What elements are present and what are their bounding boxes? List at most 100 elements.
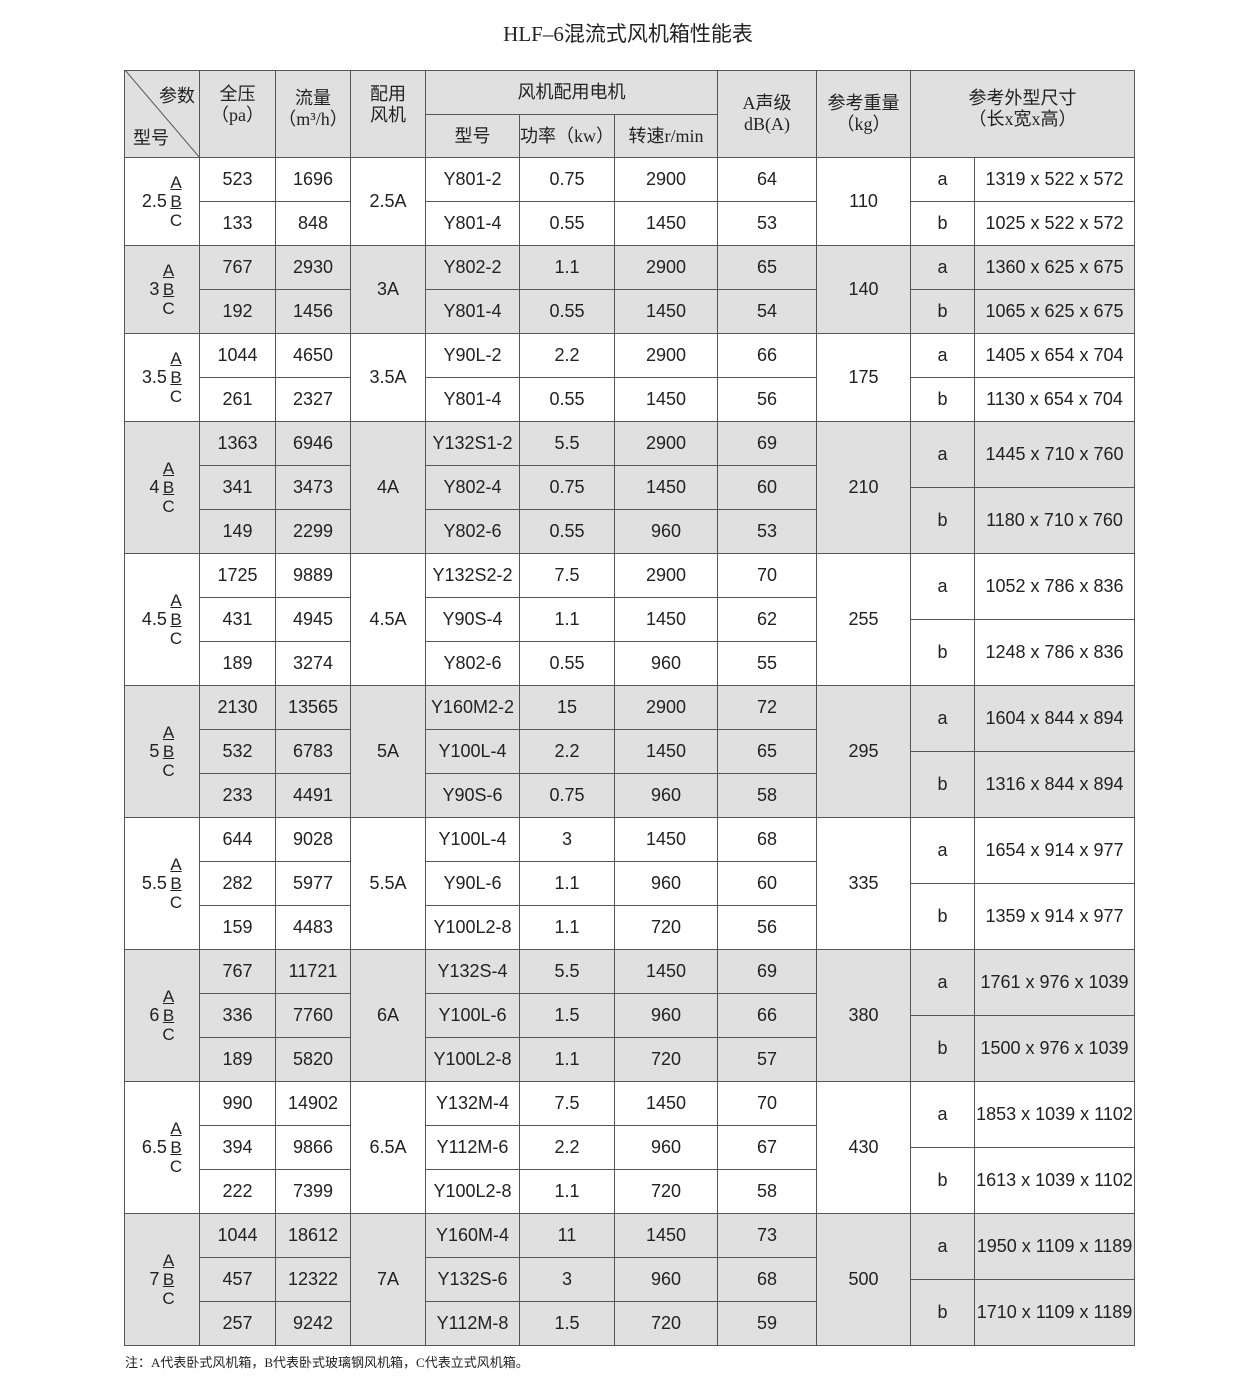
motor-model-cell: Y132S-4 [426, 950, 520, 994]
dims-variant-cell: a [911, 246, 975, 290]
header-motor-model: 型号 [426, 115, 520, 158]
header-weight: 参考重量 （kg） [817, 70, 911, 158]
weight-cell: 295 [817, 686, 911, 818]
pressure-cell: 644 [200, 818, 276, 862]
power-cell: 0.75 [520, 158, 615, 202]
dims-value-cell: 1180 x 710 x 760 [975, 488, 1135, 554]
power-cell: 5.5 [520, 950, 615, 994]
dims-value-cell: 1613 x 1039 x 1102 [975, 1148, 1135, 1214]
flow-cell: 2299 [276, 510, 351, 554]
dims-variant-cell: b [911, 1280, 975, 1346]
flow-cell: 12322 [276, 1258, 351, 1302]
pressure-cell: 222 [200, 1170, 276, 1214]
sound-cell: 66 [718, 334, 817, 378]
sound-cell: 68 [718, 818, 817, 862]
power-cell: 1.1 [520, 246, 615, 290]
pressure-cell: 192 [200, 290, 276, 334]
dims-variant-cell: b [911, 202, 975, 246]
diagonal-divider [125, 70, 200, 158]
sound-cell: 55 [718, 642, 817, 686]
power-cell: 1.1 [520, 862, 615, 906]
fan-cell: 5A [351, 686, 426, 818]
pressure-cell: 532 [200, 730, 276, 774]
speed-cell: 2900 [615, 422, 718, 466]
motor-model-cell: Y90S-4 [426, 598, 520, 642]
motor-model-cell: Y100L-4 [426, 730, 520, 774]
motor-model-cell: Y132S-6 [426, 1258, 520, 1302]
motor-model-cell: Y802-4 [426, 466, 520, 510]
header-speed: 转速r/min [615, 115, 718, 158]
dims-value-cell: 1405 x 654 x 704 [975, 334, 1135, 378]
speed-cell: 960 [615, 1126, 718, 1170]
sound-cell: 56 [718, 378, 817, 422]
dims-variant-cell: a [911, 818, 975, 884]
dims-value-cell: 1710 x 1109 x 1189 [975, 1280, 1135, 1346]
motor-model-cell: Y100L2-8 [426, 1170, 520, 1214]
speed-cell: 1450 [615, 202, 718, 246]
pressure-cell: 189 [200, 1038, 276, 1082]
power-cell: 15 [520, 686, 615, 730]
motor-model-cell: Y100L-4 [426, 818, 520, 862]
page-title: HLF–6混流式风机箱性能表 [503, 22, 753, 46]
model-cell: 5.5 A B C [125, 818, 200, 950]
speed-cell: 960 [615, 642, 718, 686]
header-motor-group: 风机配用电机 [426, 70, 718, 115]
dims-variant-cell: a [911, 1214, 975, 1280]
dims-variant-cell: a [911, 554, 975, 620]
footnote: 注：A代表卧式风机箱，B代表卧式玻璃钢风机箱，C代表立式风机箱。 [125, 1355, 529, 1370]
flow-cell: 3274 [276, 642, 351, 686]
flow-cell: 4491 [276, 774, 351, 818]
speed-cell: 1450 [615, 466, 718, 510]
flow-cell: 848 [276, 202, 351, 246]
dims-value-cell: 1359 x 914 x 977 [975, 884, 1135, 950]
pressure-cell: 133 [200, 202, 276, 246]
power-cell: 3 [520, 818, 615, 862]
sound-cell: 64 [718, 158, 817, 202]
motor-model-cell: Y802-6 [426, 510, 520, 554]
weight-cell: 110 [817, 158, 911, 246]
dims-value-cell: 1052 x 786 x 836 [975, 554, 1135, 620]
speed-cell: 2900 [615, 334, 718, 378]
flow-cell: 3473 [276, 466, 351, 510]
pressure-cell: 336 [200, 994, 276, 1038]
pressure-cell: 257 [200, 1302, 276, 1346]
model-cell: 3.5 A B C [125, 334, 200, 422]
dims-variant-cell: b [911, 620, 975, 686]
fan-cell: 4.5A [351, 554, 426, 686]
speed-cell: 1450 [615, 730, 718, 774]
flow-cell: 7399 [276, 1170, 351, 1214]
pressure-cell: 1725 [200, 554, 276, 598]
dims-variant-cell: b [911, 378, 975, 422]
sound-cell: 70 [718, 554, 817, 598]
dims-variant-cell: b [911, 488, 975, 554]
speed-cell: 1450 [615, 950, 718, 994]
motor-model-cell: Y801-2 [426, 158, 520, 202]
pressure-cell: 149 [200, 510, 276, 554]
power-cell: 7.5 [520, 554, 615, 598]
model-cell: 4.5 A B C [125, 554, 200, 686]
dims-value-cell: 1445 x 710 x 760 [975, 422, 1135, 488]
dims-variant-cell: a [911, 686, 975, 752]
dims-variant-cell: a [911, 1082, 975, 1148]
sound-cell: 54 [718, 290, 817, 334]
power-cell: 0.75 [520, 774, 615, 818]
power-cell: 1.1 [520, 1038, 615, 1082]
speed-cell: 720 [615, 1038, 718, 1082]
speed-cell: 1450 [615, 598, 718, 642]
fan-cell: 7A [351, 1214, 426, 1346]
pressure-cell: 431 [200, 598, 276, 642]
motor-model-cell: Y100L2-8 [426, 906, 520, 950]
weight-cell: 335 [817, 818, 911, 950]
speed-cell: 960 [615, 510, 718, 554]
pressure-cell: 1044 [200, 1214, 276, 1258]
fan-cell: 6A [351, 950, 426, 1082]
